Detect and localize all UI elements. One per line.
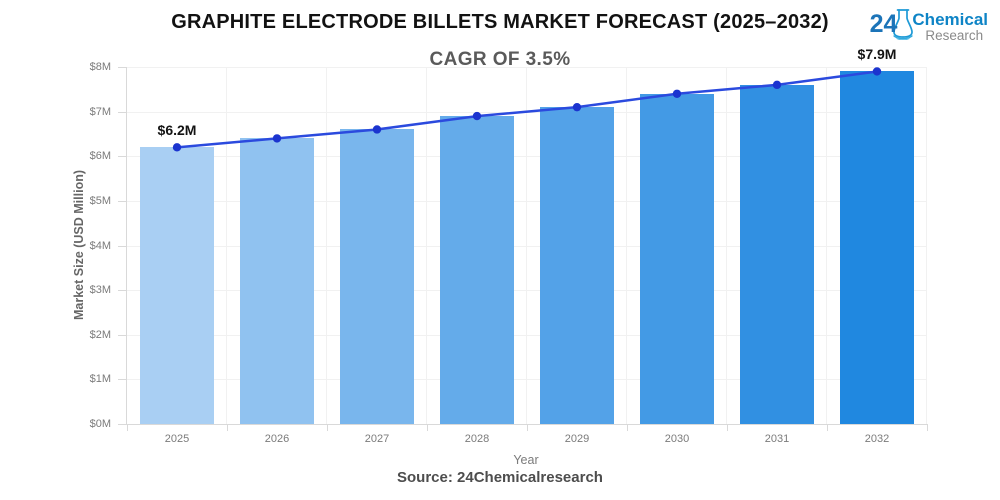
- bar-2030: [640, 93, 714, 424]
- x-tick-label: 2025: [164, 433, 190, 445]
- gridline-vertical: [526, 67, 527, 424]
- trend-line: [176, 70, 878, 149]
- bar-2027: [340, 129, 414, 424]
- x-axis-tick: [827, 424, 828, 431]
- y-axis-tick: [118, 290, 127, 292]
- gridline-vertical: [326, 67, 327, 424]
- bar-2031: [740, 84, 814, 424]
- x-axis-tick: [427, 424, 428, 431]
- y-tick-label: $3M: [89, 284, 111, 297]
- y-axis-tick: [118, 200, 127, 202]
- x-axis-tick: [127, 424, 128, 431]
- gridline-vertical: [226, 67, 227, 424]
- y-axis-tick: [118, 334, 127, 336]
- x-axis-tick: [227, 424, 228, 431]
- x-axis-tick: [327, 424, 328, 431]
- y-tick-label: $1M: [89, 373, 111, 386]
- gridline-vertical: [726, 67, 727, 424]
- gridline-horizontal: [127, 200, 927, 202]
- x-tick-label: 2032: [864, 433, 890, 445]
- x-tick-label: 2030: [664, 433, 690, 445]
- gridline-horizontal: [127, 334, 927, 336]
- trend-line-layer: [172, 67, 882, 152]
- y-axis-tick: [118, 379, 127, 381]
- gridline-horizontal: [127, 245, 927, 247]
- x-axis-tick: [627, 424, 628, 431]
- x-axis-title: Year: [513, 453, 539, 467]
- y-tick-label: $4M: [89, 239, 111, 252]
- y-tick-label: $5M: [89, 194, 111, 207]
- x-axis-tick: [727, 424, 728, 431]
- y-tick-label: $2M: [89, 328, 111, 341]
- logo-number: 24: [869, 10, 898, 38]
- gridline-vertical: [626, 67, 627, 424]
- x-tick-label: 2028: [464, 433, 490, 445]
- gridline-horizontal: [127, 290, 927, 292]
- bar-2028: [440, 116, 514, 424]
- x-axis-tick: [927, 424, 928, 431]
- gridline-horizontal: [127, 156, 927, 158]
- gridline-vertical: [926, 67, 927, 424]
- bar-2025: [140, 147, 214, 424]
- y-axis-tick: [118, 156, 127, 158]
- gridline-vertical: [826, 67, 827, 424]
- logo-word-chemical: Chemical: [912, 10, 988, 29]
- y-tick-label: $6M: [89, 150, 111, 163]
- data-point-2027: [372, 125, 382, 134]
- value-label-2032: $7.9M: [857, 46, 897, 63]
- y-tick-label: $7M: [89, 105, 111, 118]
- x-axis-tick: [527, 424, 528, 431]
- y-axis-tick: [118, 424, 127, 425]
- bar-2029: [540, 107, 614, 424]
- plot-area: $0M $1M $2M $3M $4M $5M $6M $7M $8M 2025 2026 2027 2…: [90, 46, 928, 445]
- y-axis-tick: [118, 67, 127, 68]
- data-point-2026: [272, 134, 282, 143]
- data-point-2032: [872, 67, 882, 76]
- y-tick-label: $8M: [89, 61, 111, 73]
- data-point-2029: [572, 102, 582, 112]
- data-point-2030: [672, 89, 682, 98]
- x-tick-label: 2027: [364, 433, 390, 445]
- x-tick-label: 2031: [764, 433, 790, 445]
- logo-word-research: Research: [925, 28, 984, 43]
- gridline-horizontal: [127, 379, 927, 381]
- x-tick-label: 2026: [264, 433, 290, 445]
- source-caption: Source: 24Chemicalresearch: [397, 469, 603, 486]
- y-axis-tick: [118, 111, 127, 113]
- gridline-horizontal: [127, 67, 927, 68]
- data-point-2025: [172, 143, 182, 152]
- data-point-2031: [772, 80, 782, 90]
- gridline-vertical: [426, 67, 427, 424]
- chart-title: GRAPHITE ELECTRODE BILLETS MARKET FORECA…: [171, 11, 829, 33]
- bar-2026: [240, 138, 314, 424]
- logo-wordmark: Chemical Research: [912, 11, 988, 43]
- chart-subtitle: CAGR OF 3.5%: [429, 49, 571, 70]
- value-label-2025: $6.2M: [157, 122, 197, 139]
- x-tick-label: 2029: [564, 433, 590, 445]
- data-point-2028: [472, 111, 482, 121]
- brand-logo: 24 Chemical Research: [870, 9, 988, 45]
- flask-icon: [890, 8, 916, 45]
- y-tick-label: $0M: [89, 418, 111, 430]
- bar-2032: [840, 71, 914, 424]
- y-axis-tick: [118, 245, 127, 247]
